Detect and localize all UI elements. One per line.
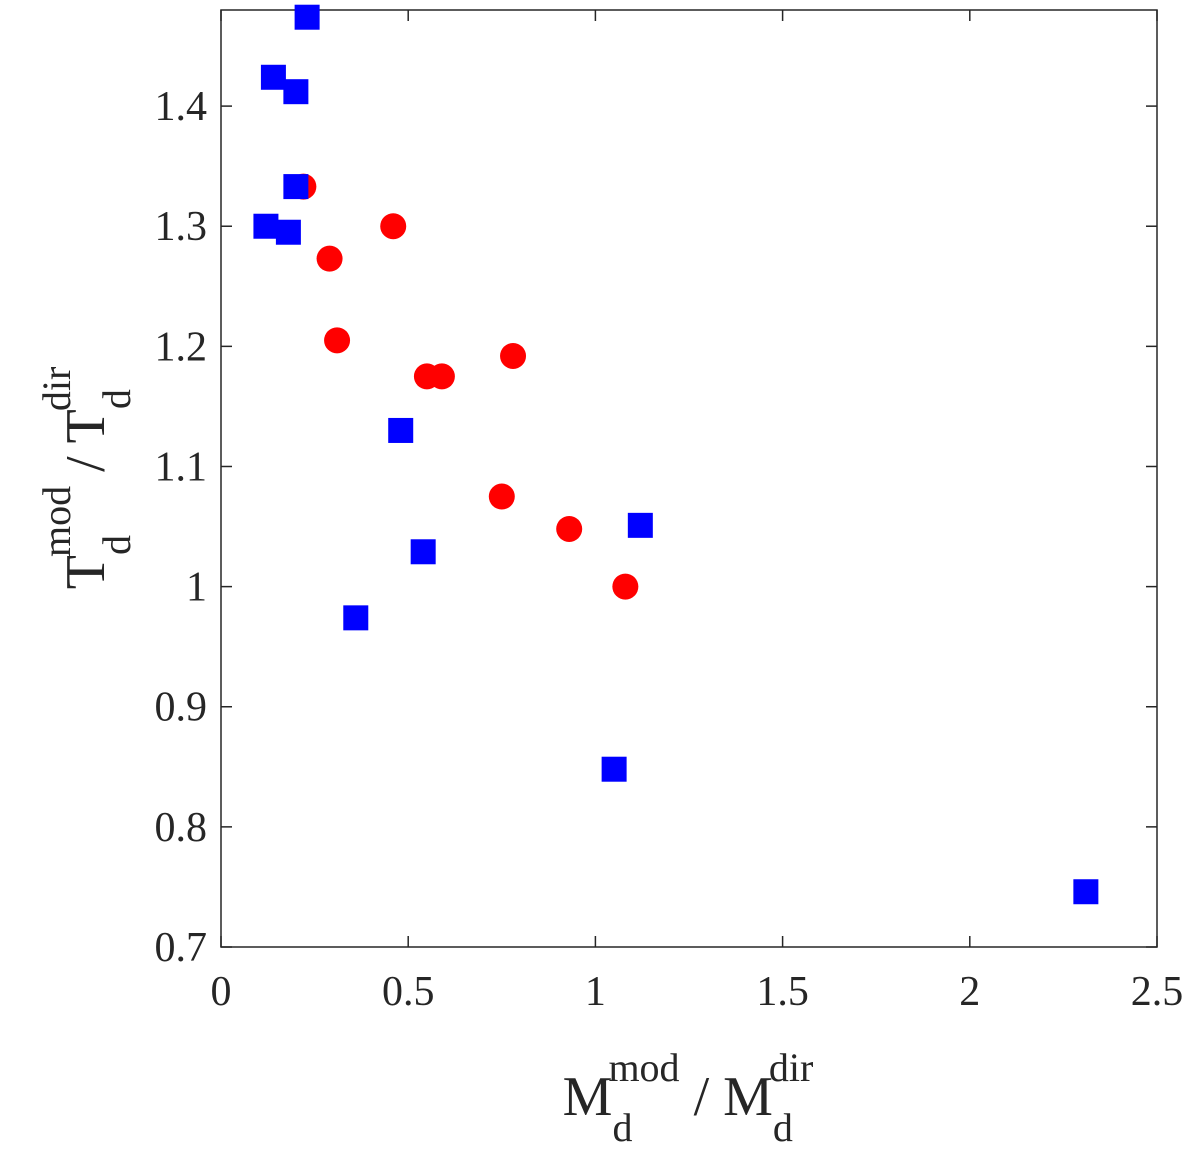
x-label-main: M xyxy=(563,1066,613,1128)
data-point-circle xyxy=(428,363,455,390)
y-tick-label: 0.7 xyxy=(155,925,208,971)
plot-area xyxy=(220,9,1158,948)
y-label-sub1: d xyxy=(94,535,139,555)
axis-ticks: 0 0.5 1 1.5 2 2.5 0.7 0.8 0.9 1 1.1 1.2 1.3 1.4 xyxy=(155,10,1184,1015)
y-label-sub2: d xyxy=(94,389,139,409)
data-point-circle xyxy=(500,342,527,369)
x-tick-label: 1 xyxy=(585,969,606,1015)
y-label-sup2: dir xyxy=(34,367,79,411)
data-point-square xyxy=(260,64,286,90)
data-point-circle xyxy=(316,245,343,272)
x-tick-label: 2.5 xyxy=(1131,969,1184,1015)
x-tick-label: 0 xyxy=(211,969,232,1015)
data-point-circle xyxy=(612,573,639,600)
y-label-sep: / xyxy=(55,443,117,486)
data-point-square xyxy=(601,756,627,782)
data-point-square xyxy=(388,417,414,443)
y-axis-label: Tdmod / Tddir xyxy=(34,367,139,590)
x-tick-label: 1.5 xyxy=(756,969,809,1015)
y-tick-label: 1.3 xyxy=(155,204,208,250)
y-label-main: T xyxy=(55,555,117,589)
data-points xyxy=(253,4,1099,905)
data-point-square xyxy=(275,219,301,245)
y-label-main2: T xyxy=(55,409,117,443)
data-point-square xyxy=(410,539,436,565)
data-point-circle xyxy=(488,483,515,510)
x-label-sub1: d xyxy=(612,1105,632,1150)
data-point-square xyxy=(627,512,653,538)
x-tick-label: 0.5 xyxy=(382,969,435,1015)
data-point-square xyxy=(1073,879,1099,905)
data-point-circle xyxy=(556,515,583,542)
data-point-circle xyxy=(324,327,351,354)
y-tick-label: 1.2 xyxy=(155,324,208,370)
y-tick-label: 0.9 xyxy=(155,685,208,731)
x-tick-label: 2 xyxy=(959,969,980,1015)
x-label-main2: M xyxy=(723,1066,773,1128)
y-label-sup1: mod xyxy=(34,486,79,557)
data-point-square xyxy=(294,4,320,30)
data-point-square xyxy=(253,213,279,239)
x-label-sup2: dir xyxy=(769,1045,813,1090)
data-point-circle xyxy=(380,213,407,240)
data-point-square xyxy=(283,79,309,105)
y-tick-label: 0.8 xyxy=(155,805,208,851)
x-label-sub2: d xyxy=(773,1105,793,1150)
y-tick-label: 1.4 xyxy=(155,84,208,130)
data-point-square xyxy=(343,605,369,631)
y-tick-label: 1 xyxy=(186,565,207,611)
data-point-square xyxy=(283,174,309,200)
x-label-sup1: mod xyxy=(608,1045,679,1090)
x-label-sep: / xyxy=(680,1066,724,1128)
x-axis-label: Md mod / Md dir xyxy=(563,1045,814,1150)
y-tick-label: 1.1 xyxy=(155,444,208,490)
